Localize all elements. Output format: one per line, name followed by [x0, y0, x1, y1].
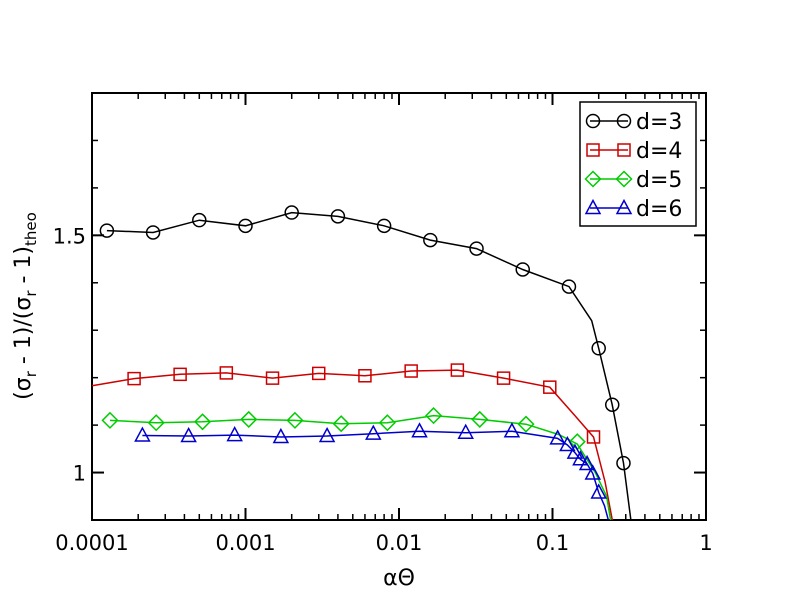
- x-tick-label: 0.001: [215, 531, 275, 555]
- data-point-d=6: [572, 450, 589, 466]
- data-point-d=6: [365, 424, 382, 440]
- data-point-d=6: [559, 435, 576, 452]
- series-line-d=3: [106, 211, 632, 520]
- data-point-d=6: [457, 423, 474, 439]
- data-point-d=5: [378, 414, 396, 432]
- data-point-d=6: [134, 426, 151, 442]
- x-tick-label: 0.1: [536, 531, 569, 555]
- x-axis-tick-labels: 0.0001 0.001 0.01 0.1 1: [55, 531, 712, 555]
- data-point-d=4: [265, 371, 280, 385]
- data-point-d=3: [192, 212, 207, 228]
- data-point-d=4: [358, 369, 372, 383]
- x-tick-label: 0.0001: [55, 531, 128, 555]
- data-point-d=3: [330, 209, 346, 224]
- legend-label-d=5: d=5: [636, 168, 682, 193]
- data-point-d=3: [145, 225, 161, 240]
- y-axis-title: (σr - 1)/(σr - 1)theo: [11, 212, 40, 400]
- y-axis-title-part-2: - 1)/(σ: [11, 297, 36, 372]
- y-axis-title-part-3: - 1): [11, 246, 36, 291]
- y-tick-label: 1: [73, 462, 86, 486]
- data-point-d=6: [503, 422, 521, 438]
- y-axis-tick-labels: 11.5: [53, 224, 86, 485]
- data-point-d=6: [226, 425, 243, 442]
- data-point-d=5: [471, 410, 489, 428]
- data-point-d=3: [423, 232, 438, 248]
- data-point-d=4: [586, 430, 601, 444]
- data-point-d=6: [180, 426, 197, 443]
- data-point-d=4: [450, 363, 465, 377]
- y-axis-title-sub-2: r: [22, 290, 40, 297]
- legend-marker-d=5: [584, 170, 602, 188]
- series-line-d=6: [142, 430, 610, 520]
- legend-label-d=4: d=4: [636, 139, 682, 164]
- legend-label-d=6: d=6: [636, 197, 682, 222]
- legend-marker-d=6: [615, 198, 633, 215]
- data-point-d=5: [517, 415, 535, 433]
- data-point-d=3: [284, 205, 299, 220]
- data-point-d=3: [604, 397, 620, 412]
- data-point-d=6: [566, 443, 584, 459]
- data-point-d=5: [193, 413, 212, 431]
- data-point-d=4: [543, 380, 557, 394]
- legend-marker-d=3: [585, 113, 601, 129]
- y-axis-title-sub-3: theo: [22, 212, 40, 246]
- data-point-d=3: [515, 262, 530, 277]
- data-point-d=5: [332, 415, 350, 433]
- legend-marker-d=6: [584, 198, 602, 215]
- data-point-d=6: [272, 427, 290, 444]
- legend-marker-d=3: [616, 113, 632, 129]
- data-point-d=3: [99, 223, 115, 238]
- legend: d=3 d=4 d=5 d=6: [579, 101, 697, 227]
- legend-marker-d=4: [586, 143, 600, 157]
- data-point-d=4: [127, 371, 141, 386]
- y-axis-title-sub-1: r: [22, 370, 40, 377]
- legend-label-d=3: d=3: [636, 110, 682, 135]
- data-point-d=3: [591, 341, 606, 356]
- series-line-d=5: [109, 414, 612, 520]
- data-point-d=3: [561, 279, 577, 294]
- data-point-d=6: [411, 422, 428, 438]
- x-axis-ticks: [91, 93, 707, 520]
- data-point-d=3: [376, 218, 392, 234]
- data-point-d=3: [469, 241, 484, 256]
- series-line-d=4: [92, 369, 614, 520]
- data-point-d=5: [286, 411, 304, 429]
- x-axis-title: αΘ: [383, 566, 415, 591]
- marker-layer: [99, 205, 631, 499]
- legend-marker-d=4: [617, 143, 631, 157]
- x-tick-label: 1: [699, 531, 712, 555]
- data-point-d=3: [238, 218, 253, 234]
- data-point-d=5: [425, 407, 443, 425]
- y-axis-title-part-1: (σ: [11, 377, 36, 400]
- data-point-d=5: [101, 411, 119, 429]
- data-point-d=4: [219, 366, 234, 380]
- data-point-d=5: [147, 414, 165, 432]
- data-point-d=4: [173, 367, 187, 382]
- legend-marker-d=5: [615, 170, 633, 188]
- data-point-d=6: [549, 429, 566, 445]
- data-point-d=6: [578, 454, 596, 471]
- data-point-d=6: [590, 483, 607, 499]
- y-tick-label: 1.5: [53, 224, 86, 248]
- data-point-d=3: [616, 455, 631, 471]
- data-point-d=5: [240, 410, 258, 428]
- data-point-d=6: [584, 464, 602, 480]
- data-point-d=4: [311, 366, 326, 381]
- x-tick-label: 0.01: [376, 531, 423, 555]
- data-point-d=6: [318, 426, 336, 443]
- data-point-d=4: [496, 371, 511, 385]
- data-point-d=4: [404, 364, 418, 378]
- legend-entries: d=3 d=4 d=5 d=6: [584, 110, 682, 222]
- series-layer: [92, 211, 632, 520]
